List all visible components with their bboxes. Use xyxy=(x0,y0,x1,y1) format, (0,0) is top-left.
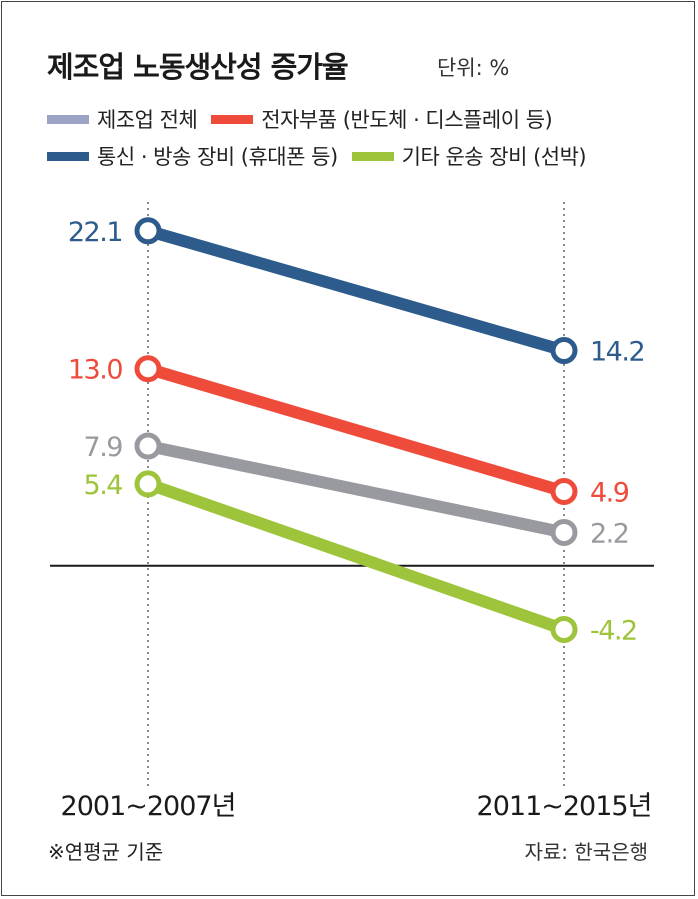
data-label-3-1: -4.2 xyxy=(590,615,637,646)
source-label: 자료: 한국은행 xyxy=(524,840,649,864)
legend-swatch-transport xyxy=(351,151,394,161)
series-line-3 xyxy=(142,477,570,636)
data-label-2-1: 2.2 xyxy=(590,518,628,549)
data-label-1-1: 4.9 xyxy=(590,478,629,509)
x-tick-label-0: 2001~2007년 xyxy=(61,791,236,822)
data-point-0-0 xyxy=(134,217,162,245)
legend-item-manufacturing: 제조업 전체 xyxy=(47,104,198,134)
legend-swatch-electronics xyxy=(211,114,254,124)
series-line-2 xyxy=(142,440,570,539)
data-point-3-1 xyxy=(550,615,578,643)
data-point-0-1 xyxy=(550,337,578,365)
legend-row-1: 제조업 전체 전자부품 (반도체 · 디스플레이 등) xyxy=(47,104,566,134)
legend-label-communication: 통신 · 방송 장비 (휴대폰 등) xyxy=(97,145,338,169)
legend-swatch-communication xyxy=(47,151,89,161)
series-line-0 xyxy=(142,224,570,357)
legend-item-electronics: 전자부품 (반도체 · 디스플레이 등) xyxy=(211,104,553,134)
legend-label-electronics: 전자부품 (반도체 · 디스플레이 등) xyxy=(261,108,553,132)
unit-label: 단위: % xyxy=(437,56,510,80)
legend-row-2: 통신 · 방송 장비 (휴대폰 등) 기타 운송 장비 (선박) xyxy=(47,141,600,171)
data-point-2-1 xyxy=(550,518,578,546)
legend-item-communication: 통신 · 방송 장비 (휴대폰 등) xyxy=(47,141,338,171)
data-label-0-0: 22.1 xyxy=(68,217,122,248)
legend-label-manufacturing: 제조업 전체 xyxy=(97,108,198,132)
data-point-1-1 xyxy=(550,478,578,506)
data-point-1-0 xyxy=(134,355,162,383)
data-label-2-0: 7.9 xyxy=(84,432,123,463)
x-tick-label-1: 2011~2015년 xyxy=(477,791,652,822)
data-point-2-0 xyxy=(134,432,162,460)
chart-title: 제조업 노동생산성 증가율 xyxy=(47,50,349,84)
data-label-1-0: 13.0 xyxy=(68,355,122,386)
footnote: ※연평균 기준 xyxy=(48,840,164,864)
data-point-3-0 xyxy=(134,470,162,498)
legend-label-transport: 기타 운송 장비 (선박) xyxy=(401,145,587,169)
data-label-0-1: 14.2 xyxy=(590,337,644,368)
series-line-1 xyxy=(142,362,570,498)
data-label-3-0: 5.4 xyxy=(84,470,123,501)
legend-item-transport: 기타 운송 장비 (선박) xyxy=(351,141,587,171)
legend-swatch-manufacturing xyxy=(47,114,89,124)
